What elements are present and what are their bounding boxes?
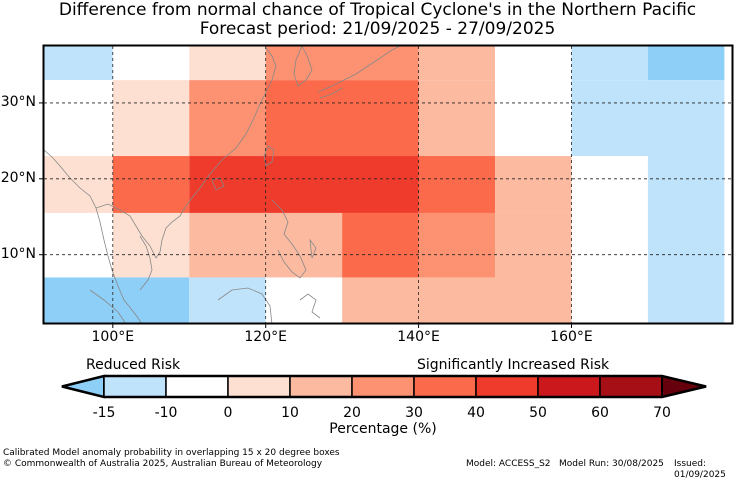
map-frame bbox=[42, 44, 734, 325]
heatmap-cell bbox=[495, 46, 572, 81]
colorbar-tick-label: 70 bbox=[653, 405, 671, 421]
heatmap-cell bbox=[44, 212, 113, 278]
colorbar-swatch bbox=[227, 375, 291, 398]
heatmap-cell bbox=[495, 156, 572, 213]
reduced-risk-label: Reduced Risk bbox=[86, 357, 181, 373]
footer-model-run: Model Run: 30/08/2025 bbox=[559, 459, 664, 469]
heatmap-cell bbox=[571, 277, 648, 323]
lat-label: 10°N bbox=[0, 245, 36, 262]
heatmap-cell bbox=[112, 156, 190, 213]
colorbar-swatch bbox=[537, 375, 601, 398]
axis-ticks bbox=[39, 102, 572, 328]
footer-copyright: © Commonwealth of Australia 2025, Austra… bbox=[3, 459, 323, 469]
tc-anomaly-map bbox=[39, 44, 734, 399]
heatmap-cell bbox=[418, 46, 496, 81]
colorbar-tick-label: -10 bbox=[154, 405, 178, 421]
increased-risk-label: Significantly Increased Risk bbox=[417, 357, 610, 373]
lon-label: 160°E bbox=[550, 329, 593, 345]
heatmap-cell bbox=[265, 80, 419, 157]
footer-model: Model: ACCESS_S2 bbox=[466, 459, 551, 469]
lon-label: 120°E bbox=[244, 329, 287, 345]
colorbar-tick-label: -15 bbox=[92, 405, 116, 421]
lon-label: 100°E bbox=[91, 329, 135, 345]
coastline bbox=[43, 45, 401, 325]
colorbar-tick-label: 30 bbox=[405, 405, 423, 421]
colorbar-swatch bbox=[103, 375, 167, 398]
colorbar bbox=[61, 374, 707, 399]
heatmap-cells bbox=[44, 46, 725, 323]
colorbar-swatch bbox=[289, 375, 353, 398]
heatmap-cell bbox=[44, 277, 190, 323]
heatmap-cell bbox=[571, 46, 648, 81]
footer-issued: Issued: 01/09/2025 bbox=[674, 459, 726, 480]
heatmap-cell bbox=[571, 156, 648, 213]
colorbar-tick-label: 60 bbox=[591, 405, 609, 421]
colorbar-tick-label: 50 bbox=[529, 405, 547, 421]
colorbar-tick-label: 0 bbox=[223, 405, 233, 421]
colorbar-swatch bbox=[413, 375, 477, 398]
footer-note: Calibrated Model anomaly probability in … bbox=[3, 448, 340, 458]
lat-label: 20°N bbox=[0, 169, 36, 186]
heatmap-cell bbox=[418, 156, 496, 213]
heatmap-cell bbox=[265, 277, 343, 323]
heatmap-cell bbox=[189, 80, 266, 157]
heatmap-cell bbox=[112, 46, 190, 81]
lon-label: 140°E bbox=[397, 329, 440, 345]
lat-label: 30°N bbox=[0, 93, 36, 110]
heatmap-cell bbox=[44, 156, 113, 213]
colorbar-outline bbox=[61, 374, 707, 399]
colorbar-tick-label: 40 bbox=[467, 405, 485, 421]
gridlines bbox=[44, 46, 732, 323]
colorbar-xlabel: Percentage (%) bbox=[329, 421, 437, 437]
heatmap-cell bbox=[189, 46, 266, 81]
colorbar-max-arrow bbox=[661, 374, 707, 399]
colorbar-tick-label: 20 bbox=[343, 405, 361, 421]
heatmap-cell bbox=[418, 212, 496, 278]
colorbar-swatch bbox=[599, 375, 663, 398]
heatmap-cell bbox=[571, 80, 725, 157]
heatmap-cell bbox=[571, 212, 648, 278]
colorbar-tick-label: 10 bbox=[281, 405, 299, 421]
heatmap-cell bbox=[647, 277, 725, 323]
colorbar-swatch bbox=[351, 375, 415, 398]
heatmap-cell bbox=[342, 212, 419, 278]
colorbar-swatch bbox=[165, 375, 229, 398]
forecast-period: Forecast period: 21/09/2025 - 27/09/2025 bbox=[199, 19, 556, 39]
heatmap-cell bbox=[112, 212, 190, 278]
heatmap-cell bbox=[44, 80, 113, 157]
heatmap-cell bbox=[44, 46, 113, 81]
heatmap-cell bbox=[495, 80, 572, 157]
heatmap-cell bbox=[647, 156, 725, 213]
heatmap-cell bbox=[189, 156, 419, 213]
heatmap-cell bbox=[112, 80, 190, 157]
heatmap-cell bbox=[265, 46, 419, 81]
chart-title: Difference from normal chance of Tropica… bbox=[58, 0, 697, 20]
heatmap-cell bbox=[189, 277, 266, 323]
heatmap-cell bbox=[495, 212, 572, 278]
heatmap-cell bbox=[647, 212, 725, 278]
heatmap-cell bbox=[342, 277, 572, 323]
heatmap-cell bbox=[647, 46, 725, 81]
colorbar-swatch bbox=[475, 375, 539, 398]
colorbar-min-arrow bbox=[61, 374, 105, 399]
heatmap-cell bbox=[418, 80, 496, 157]
